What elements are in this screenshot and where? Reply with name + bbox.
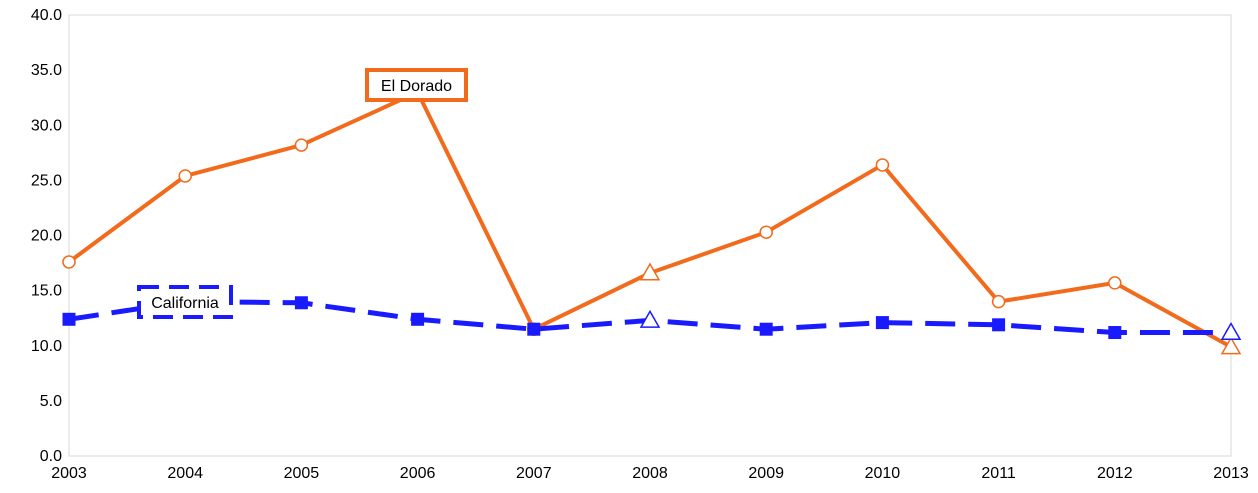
x-tick-label: 2008 xyxy=(632,465,668,482)
series-layer xyxy=(62,85,1242,355)
x-tick-label: 2006 xyxy=(400,465,436,482)
y-tick-label: 10.0 xyxy=(31,338,62,355)
x-tick-labels: 2003 2004 2005 2006 2007 2008 2009 2010 2011 2012… xyxy=(51,465,1249,482)
y-tick-label: 25.0 xyxy=(31,172,62,189)
series-labels: El Dorado California xyxy=(137,68,468,319)
y-tick-label: 35.0 xyxy=(31,62,62,79)
x-tick-label: 2007 xyxy=(516,465,552,482)
series-label-text: California xyxy=(151,295,219,312)
data-point xyxy=(875,158,890,172)
data-point xyxy=(1108,276,1122,290)
x-tick-label: 2003 xyxy=(51,465,87,482)
series-line xyxy=(67,90,1232,349)
plot-area xyxy=(68,14,1232,457)
series-label-box xyxy=(365,68,468,102)
series-1 xyxy=(62,295,1242,341)
y-tick-label: 20.0 xyxy=(31,228,62,245)
series-label-box xyxy=(137,285,233,319)
y-tick-label: 40.0 xyxy=(31,7,62,24)
x-tick-label: 2005 xyxy=(284,465,320,482)
x-tick-label: 2004 xyxy=(167,465,203,482)
data-point xyxy=(62,255,76,269)
y-tick-label: 30.0 xyxy=(31,117,62,134)
x-tick-label: 2010 xyxy=(865,465,901,482)
data-point xyxy=(411,312,425,326)
x-tick-label: 2013 xyxy=(1213,465,1249,482)
data-point-triangle xyxy=(639,262,661,281)
series-label-el-dorado: El Dorado xyxy=(365,68,468,102)
data-point xyxy=(1108,326,1122,340)
x-tick-label: 2011 xyxy=(981,465,1016,482)
data-point xyxy=(527,322,541,336)
data-point xyxy=(294,138,309,152)
data-point xyxy=(759,225,773,239)
data-point xyxy=(875,316,889,330)
y-tick-label: 5.0 xyxy=(40,393,62,410)
data-point-triangle xyxy=(639,309,661,328)
y-tick-labels: 0.0 5.0 10.0 15.0 20.0 25.0 30.0 35.0 40.0 xyxy=(31,7,62,465)
data-point xyxy=(759,322,773,336)
x-tick-label: 2009 xyxy=(748,465,784,482)
y-tick-label: 15.0 xyxy=(31,283,62,300)
series-label-california: California xyxy=(137,285,233,319)
y-tick-label: 0.0 xyxy=(40,448,62,465)
data-point xyxy=(992,318,1006,332)
data-point-triangle xyxy=(1220,336,1242,355)
x-tick-label: 2012 xyxy=(1097,465,1133,482)
data-point xyxy=(62,312,76,326)
data-point-triangle xyxy=(1220,322,1242,341)
data-point xyxy=(991,294,1006,309)
series-label-text: El Dorado xyxy=(381,78,452,95)
data-point xyxy=(294,296,308,310)
data-point xyxy=(178,169,192,183)
